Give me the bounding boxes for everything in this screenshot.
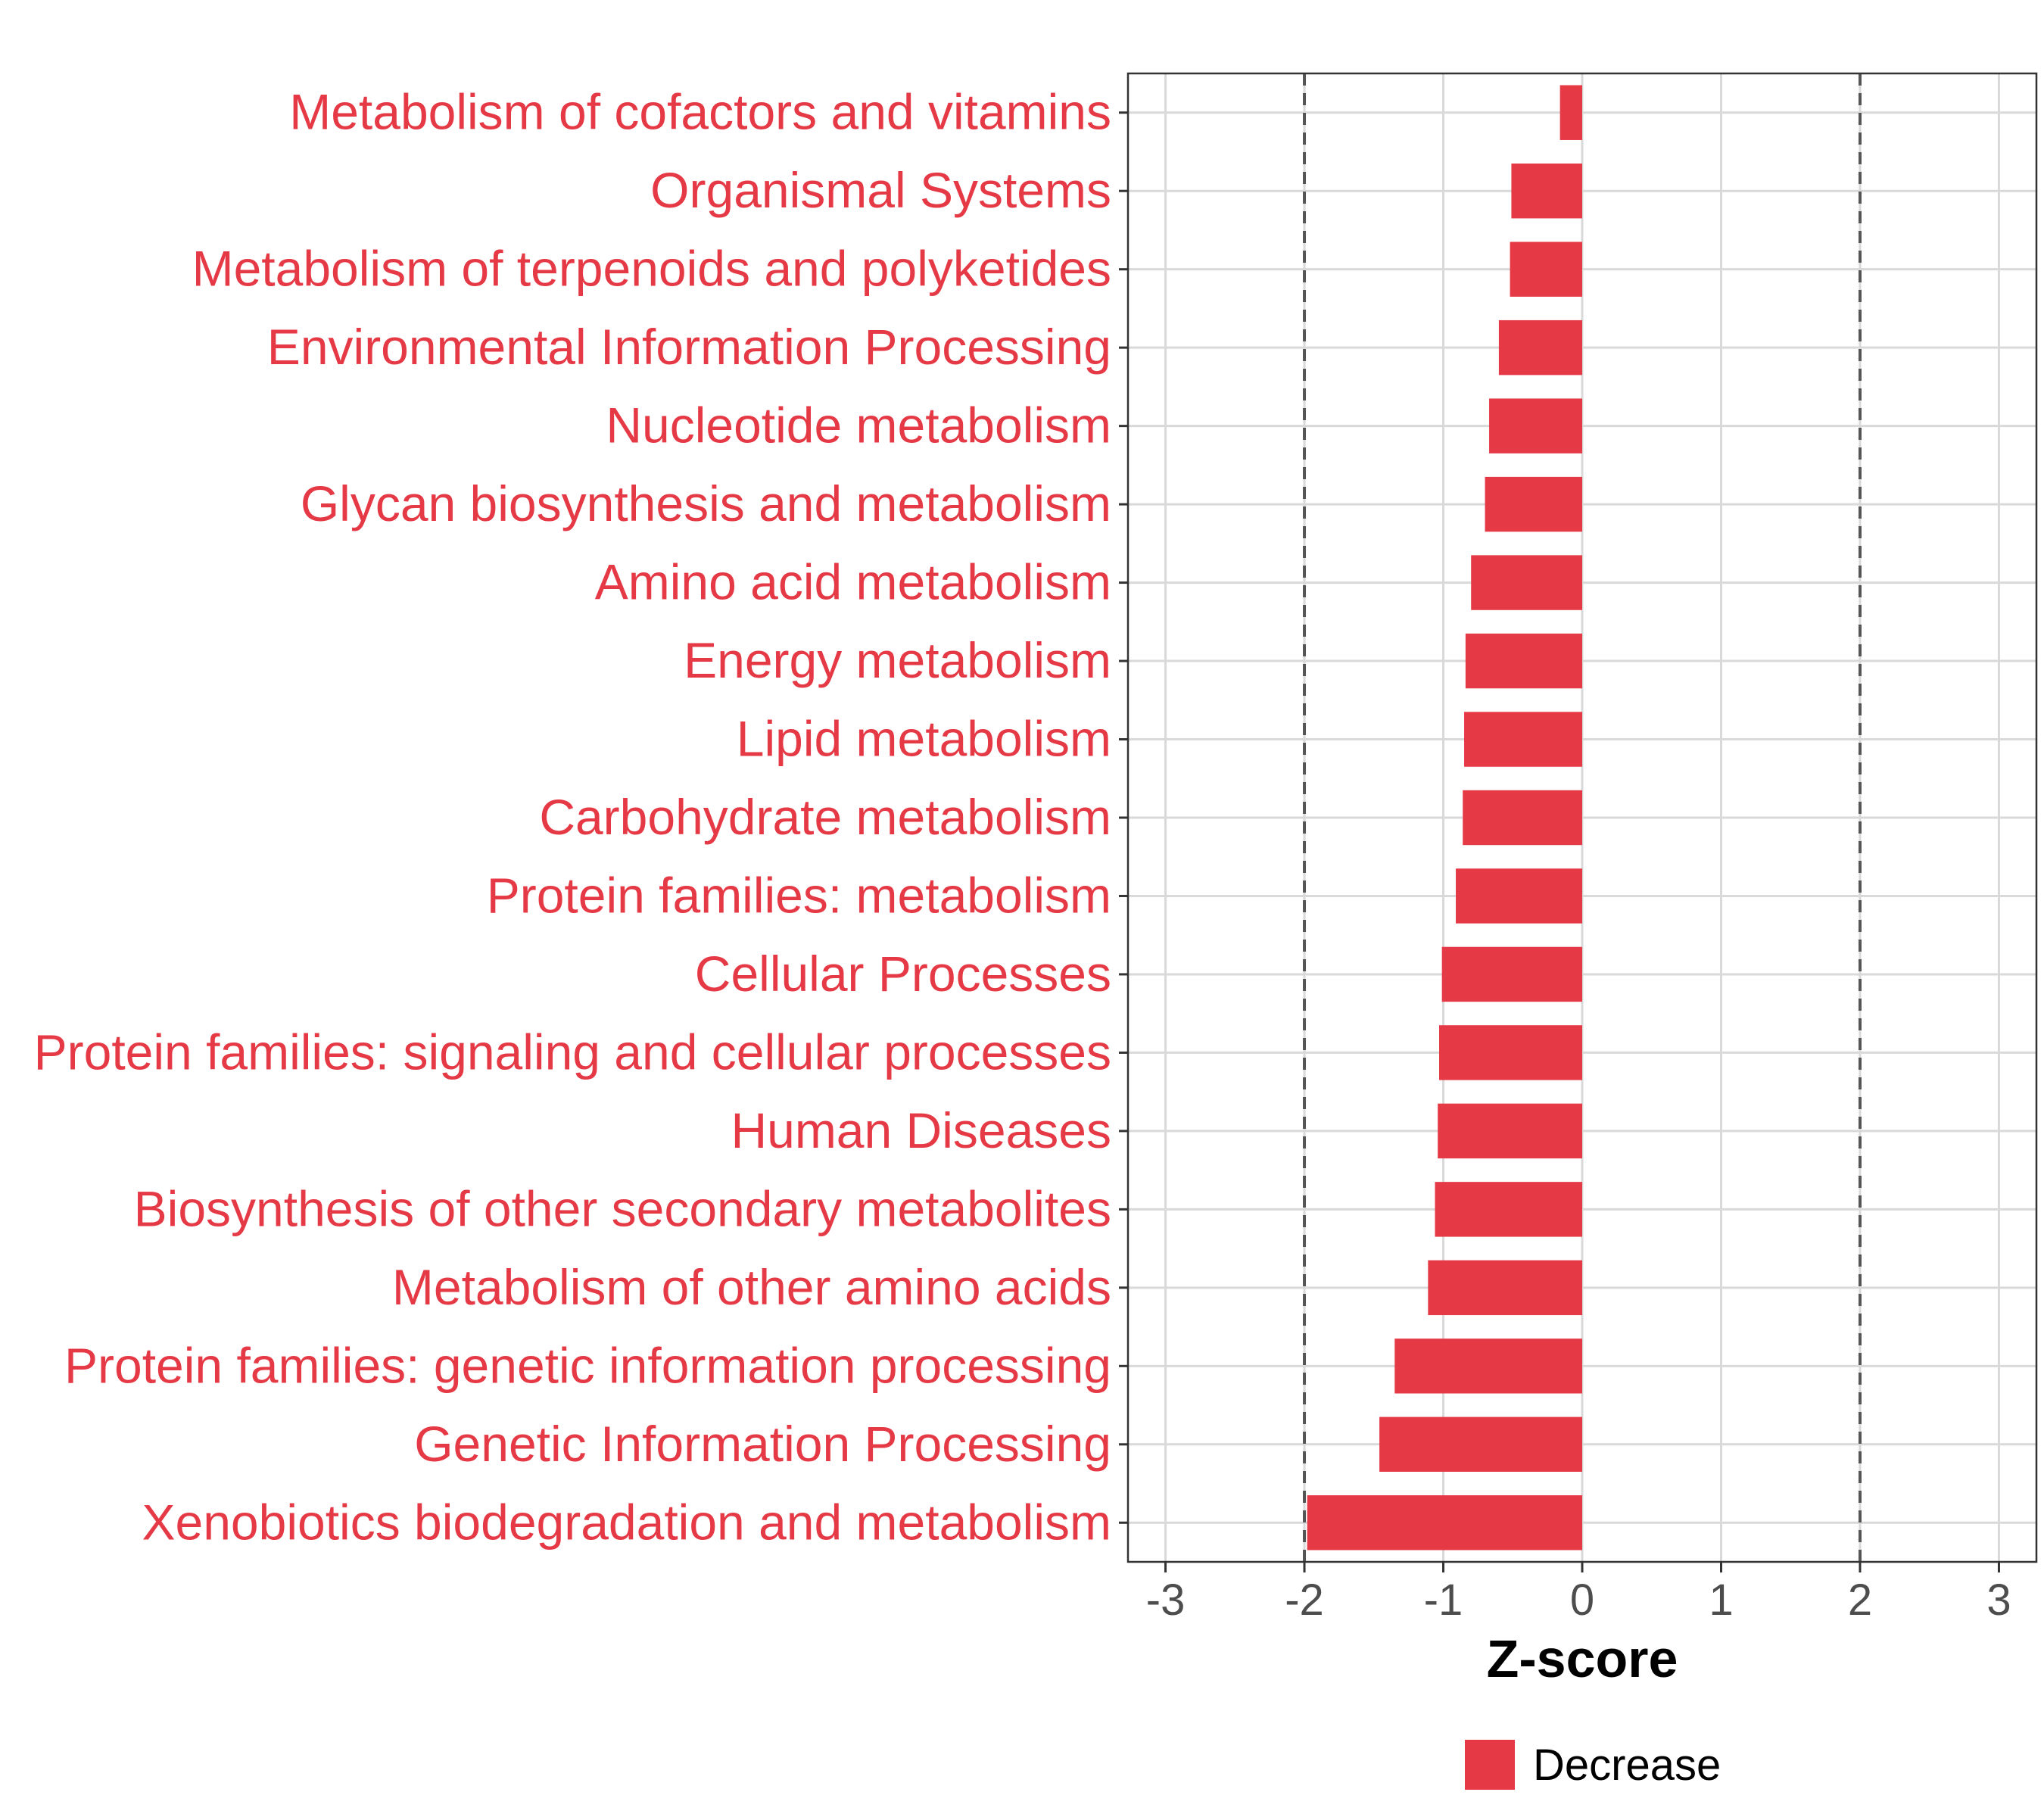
x-tick-label: 0 [1570, 1575, 1594, 1625]
category-label: Biosynthesis of other secondary metaboli… [134, 1180, 1111, 1236]
bar [1498, 319, 1582, 376]
y-axis: Metabolism of cofactors and vitamins Orga… [34, 84, 1128, 1550]
x-axis-title: Z-score [1487, 1629, 1678, 1688]
category-label: Amino acid metabolism [595, 554, 1111, 610]
threshold-lines [1303, 73, 1862, 1562]
x-tick-label: 2 [1848, 1575, 1872, 1625]
x-tick-label: -3 [1146, 1575, 1186, 1625]
bar [1456, 868, 1582, 924]
category-label: Energy metabolism [684, 632, 1111, 688]
legend: Decrease [1465, 1740, 1721, 1790]
x-tick-label: 1 [1709, 1575, 1733, 1625]
category-label: Metabolism of cofactors and vitamins [289, 84, 1111, 140]
category-label: Cellular Processes [695, 946, 1111, 1002]
bar [1439, 1025, 1582, 1080]
bar [1465, 633, 1582, 689]
bars [1307, 85, 1582, 1551]
legend-key-decrease [1465, 1740, 1515, 1790]
category-label: Xenobiotics biodegradation and metabolis… [142, 1494, 1112, 1550]
bar [1441, 946, 1582, 1002]
bar [1511, 163, 1582, 219]
bar [1394, 1339, 1582, 1394]
legend-label-decrease: Decrease [1533, 1741, 1721, 1790]
bar [1510, 242, 1582, 297]
category-label: Glycan biosynthesis and metabolism [301, 475, 1111, 531]
category-label: Carbohydrate metabolism [539, 789, 1111, 845]
x-tick-label: -2 [1285, 1575, 1324, 1625]
x-tick-label: -1 [1424, 1575, 1463, 1625]
bar [1428, 1260, 1582, 1316]
category-label: Lipid metabolism [737, 711, 1111, 767]
category-label: Genetic Information Processing [414, 1416, 1111, 1472]
bar [1471, 555, 1582, 610]
category-label: Protein families: genetic information pr… [64, 1337, 1111, 1393]
bar [1463, 790, 1582, 846]
category-label: Metabolism of terpenoids and polyketides [192, 241, 1111, 297]
bar [1379, 1417, 1582, 1473]
bar [1307, 1495, 1582, 1551]
category-label: Metabolism of other amino acids [392, 1259, 1111, 1315]
bar [1559, 85, 1582, 140]
bar [1438, 1103, 1582, 1159]
bar [1489, 398, 1582, 453]
category-label: Human Diseases [731, 1102, 1111, 1158]
bar [1435, 1182, 1582, 1237]
bar [1485, 476, 1582, 532]
bar [1464, 712, 1582, 767]
x-tick-label: 3 [1986, 1575, 2011, 1625]
category-label: Environmental Information Processing [267, 319, 1111, 375]
x-axis: -3 -2 -1 0 1 2 3 [1146, 1562, 2011, 1625]
category-label: Protein families: metabolism [487, 867, 1111, 923]
category-label: Nucleotide metabolism [606, 397, 1111, 453]
category-label: Protein families: signaling and cellular… [34, 1024, 1111, 1080]
category-label: Organismal Systems [650, 162, 1111, 218]
